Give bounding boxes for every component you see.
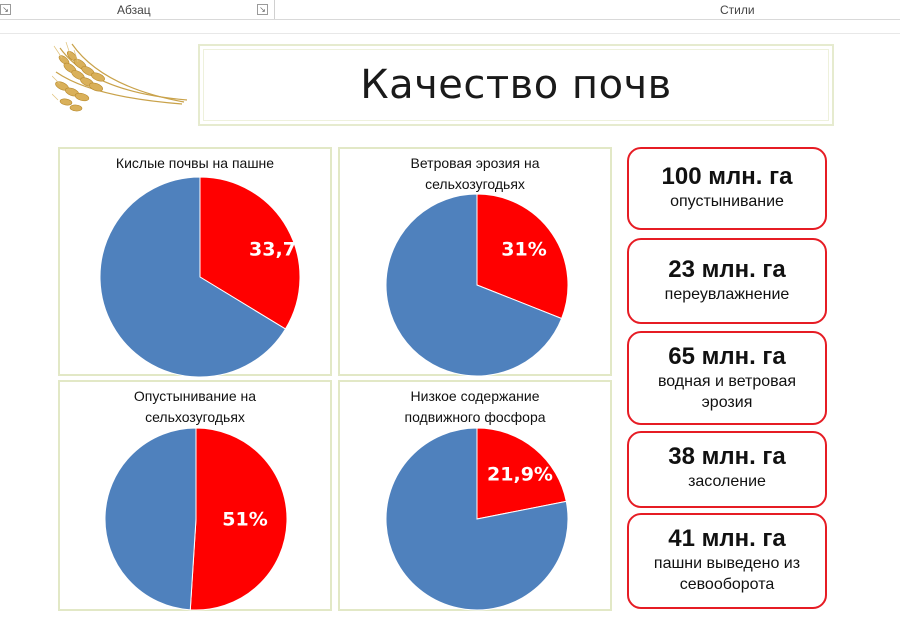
- chart-panel-desertification: Опустынивание на сельхозугодьях 51%: [58, 380, 332, 611]
- slide-title: Качество почв: [360, 62, 672, 108]
- stat-value: 23 млн. га: [668, 256, 786, 283]
- pie-chart-desertification: 51%: [104, 427, 288, 611]
- document-top-edge: [0, 33, 900, 34]
- chart-panel-wind-erosion: Ветровая эрозия на сельхозугодьях 31%: [338, 147, 612, 377]
- paragraph-group-label: Абзац: [117, 3, 151, 17]
- chart-panel-phosphorus: Низкое содержание подвижного фосфора 21,…: [338, 380, 612, 611]
- pie-slice-remainder: [99, 176, 287, 378]
- paragraph-dialog-launcher-icon[interactable]: ↘: [257, 4, 268, 15]
- wheat-ears-image: [52, 42, 188, 112]
- pie-slice-remainder: [385, 193, 563, 377]
- stat-box-salinization: 38 млн. га засоление: [627, 431, 827, 508]
- pie-chart-acidic-soils: 33,7%: [99, 176, 315, 378]
- stat-description: засоление: [688, 473, 766, 490]
- pie-chart-wind-erosion: 31%: [385, 193, 569, 377]
- ribbon-separator: [274, 0, 275, 19]
- pie-slice-highlight: [199, 176, 301, 330]
- ribbon-bar: ↘ Абзац ↘ Стили: [0, 0, 900, 20]
- stat-box-desertification: 100 млн. га опустынивание: [627, 147, 827, 230]
- pie-chart-phosphorus: 21,9%: [385, 427, 569, 611]
- stat-value: 65 млн. га: [668, 343, 786, 370]
- chart-panel-acidic-soils: Кислые почвы на пашне 33,7%: [58, 147, 332, 378]
- stat-value: 100 млн. га: [661, 163, 793, 190]
- title-inner-frame: [203, 49, 829, 121]
- pie-slice-remainder: [104, 427, 197, 611]
- stat-description: водная и ветровая эрозия: [657, 373, 797, 411]
- stat-description: опустынивание: [670, 193, 784, 210]
- pie-data-label: 33,7%: [249, 239, 315, 261]
- stat-description: переувлажнение: [664, 286, 790, 303]
- pie-slice-highlight: [476, 193, 569, 320]
- ribbon-bottom-area: [0, 20, 900, 34]
- chart-title: Кислые почвы на пашне: [115, 155, 275, 171]
- font-dialog-launcher-icon[interactable]: ↘: [0, 4, 11, 15]
- pie-slice-highlight: [189, 427, 288, 611]
- pie-data-label: 21,9%: [487, 464, 553, 486]
- chart-title: Опустынивание на сельхозугодьях: [133, 388, 257, 425]
- slide-title-box: Качество почв: [198, 44, 834, 126]
- pie-slice-highlight: [476, 427, 567, 520]
- stat-value: 38 млн. га: [668, 443, 786, 470]
- pie-data-label: 51%: [222, 509, 267, 531]
- styles-group-label: Стили: [720, 3, 755, 17]
- pie-data-label: 31%: [501, 239, 546, 261]
- pie-slice-remainder: [385, 427, 569, 611]
- stat-box-fallow: 41 млн. га пашни выведено из севооборота: [627, 513, 827, 609]
- chart-title: Низкое содержание подвижного фосфора: [404, 388, 546, 425]
- stat-box-waterlogging: 23 млн. га переувлажнение: [627, 238, 827, 324]
- stat-value: 41 млн. га: [668, 525, 786, 552]
- stat-box-erosion: 65 млн. га водная и ветровая эрозия: [627, 331, 827, 425]
- chart-title: Ветровая эрозия на сельхозугодьях: [410, 155, 540, 192]
- stat-description: пашни выведено из севооборота: [653, 555, 801, 593]
